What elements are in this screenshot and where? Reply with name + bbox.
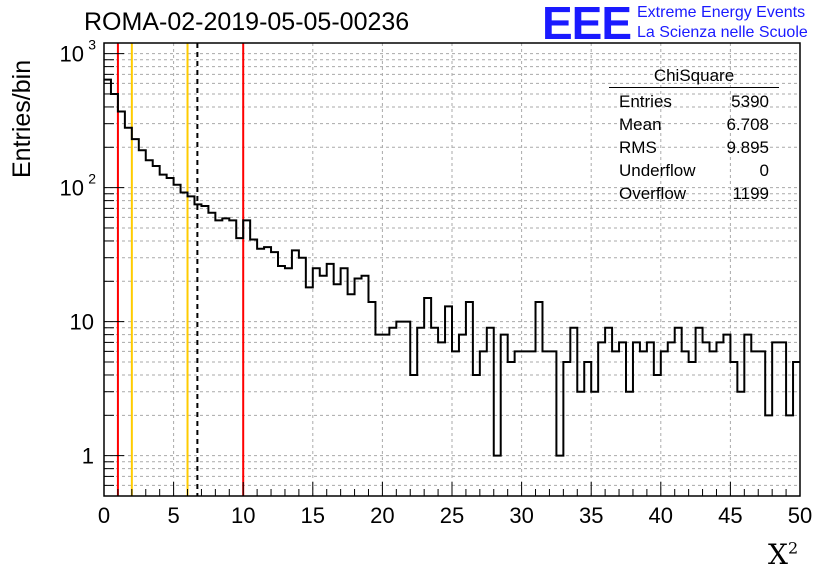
x-axis-label: X2 (768, 538, 799, 571)
grid-lines (104, 43, 800, 497)
stats-value: 1199 (732, 184, 769, 203)
x-tick-label: 20 (370, 503, 394, 528)
stats-row: Overflow 1199 (609, 182, 779, 205)
y-tick-exponent: 3 (88, 37, 96, 53)
y-tick-label: 10 (70, 310, 94, 335)
stats-row: Entries 5390 (609, 90, 779, 113)
y-tick-label: 10 (60, 42, 84, 67)
chart-title: ROMA-02-2019-05-05-00236 (84, 8, 410, 36)
x-tick-label: 15 (301, 503, 325, 528)
histogram-bars (104, 78, 800, 457)
x-tick-label: 5 (167, 503, 179, 528)
x-tick-label: 40 (649, 503, 673, 528)
stats-row: RMS 9.895 (609, 136, 779, 159)
x-tick-label: 10 (231, 503, 255, 528)
eee-logo: EEE (542, 0, 632, 49)
stats-value: 6.708 (726, 115, 769, 134)
stats-value: 0 (759, 161, 769, 180)
x-tick-labels: 0 5 10 15 20 25 30 35 40 45 50 (98, 503, 812, 528)
reference-lines (116, 43, 245, 496)
y-tick-exponent: 2 (88, 171, 96, 187)
y-tick-label: 10 (60, 176, 84, 201)
y-tick-label: 1 (82, 444, 94, 469)
stats-title: ChiSquare (609, 66, 779, 88)
x-tick-label: 30 (509, 503, 533, 528)
stats-label: Entries (619, 92, 672, 111)
x-tick-label: 45 (718, 503, 742, 528)
stats-value: 5390 (731, 92, 769, 111)
x-tick-label: 35 (579, 503, 603, 528)
stats-row: Underflow 0 (609, 159, 779, 182)
stats-label: RMS (619, 138, 657, 157)
stats-value: 9.895 (726, 138, 769, 157)
stats-label: Overflow (619, 184, 687, 203)
x-tick-label: 50 (788, 503, 812, 528)
logo-subtitle-2: La Scienza nelle Scuole (637, 24, 808, 41)
logo-subtitle-1: Extreme Energy Events (637, 4, 806, 21)
stats-label: Mean (619, 115, 662, 134)
x-tick-label: 25 (440, 503, 464, 528)
axis-ticks (103, 53, 801, 497)
stats-box: ChiSquare Entries 5390 Mean 6.708 RMS 9.895… (609, 66, 779, 205)
stats-row: Mean 6.708 (609, 113, 779, 136)
y-axis-label: Entries/bin (8, 59, 36, 178)
x-tick-label: 0 (98, 503, 110, 528)
stats-label: Underflow (619, 161, 696, 180)
